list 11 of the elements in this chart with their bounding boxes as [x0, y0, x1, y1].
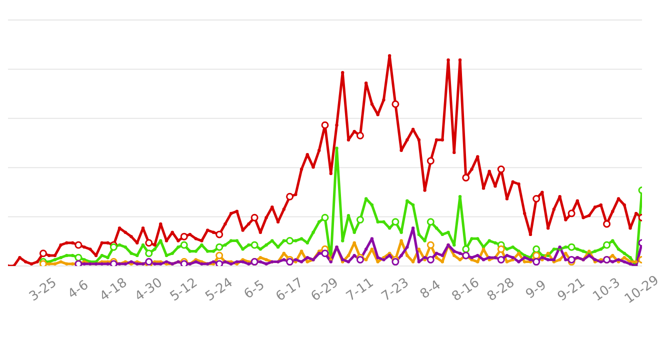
x-tick-label: 4-6 — [65, 278, 92, 302]
x-tick-label: 8-28 — [484, 275, 518, 305]
x-tick-label: 4-18 — [97, 275, 130, 305]
x-tick-label: 9-21 — [555, 275, 588, 305]
x-tick-label: 7-23 — [379, 275, 412, 305]
x-tick-label: 6-5 — [242, 278, 268, 302]
x-tick-label: 8-4 — [418, 278, 444, 302]
x-tick-label: 9-9 — [523, 278, 550, 302]
x-tick-label: 4-30 — [132, 275, 166, 305]
x-tick-label: 6-29 — [308, 275, 342, 305]
x-tick-label: 7-11 — [344, 275, 377, 305]
